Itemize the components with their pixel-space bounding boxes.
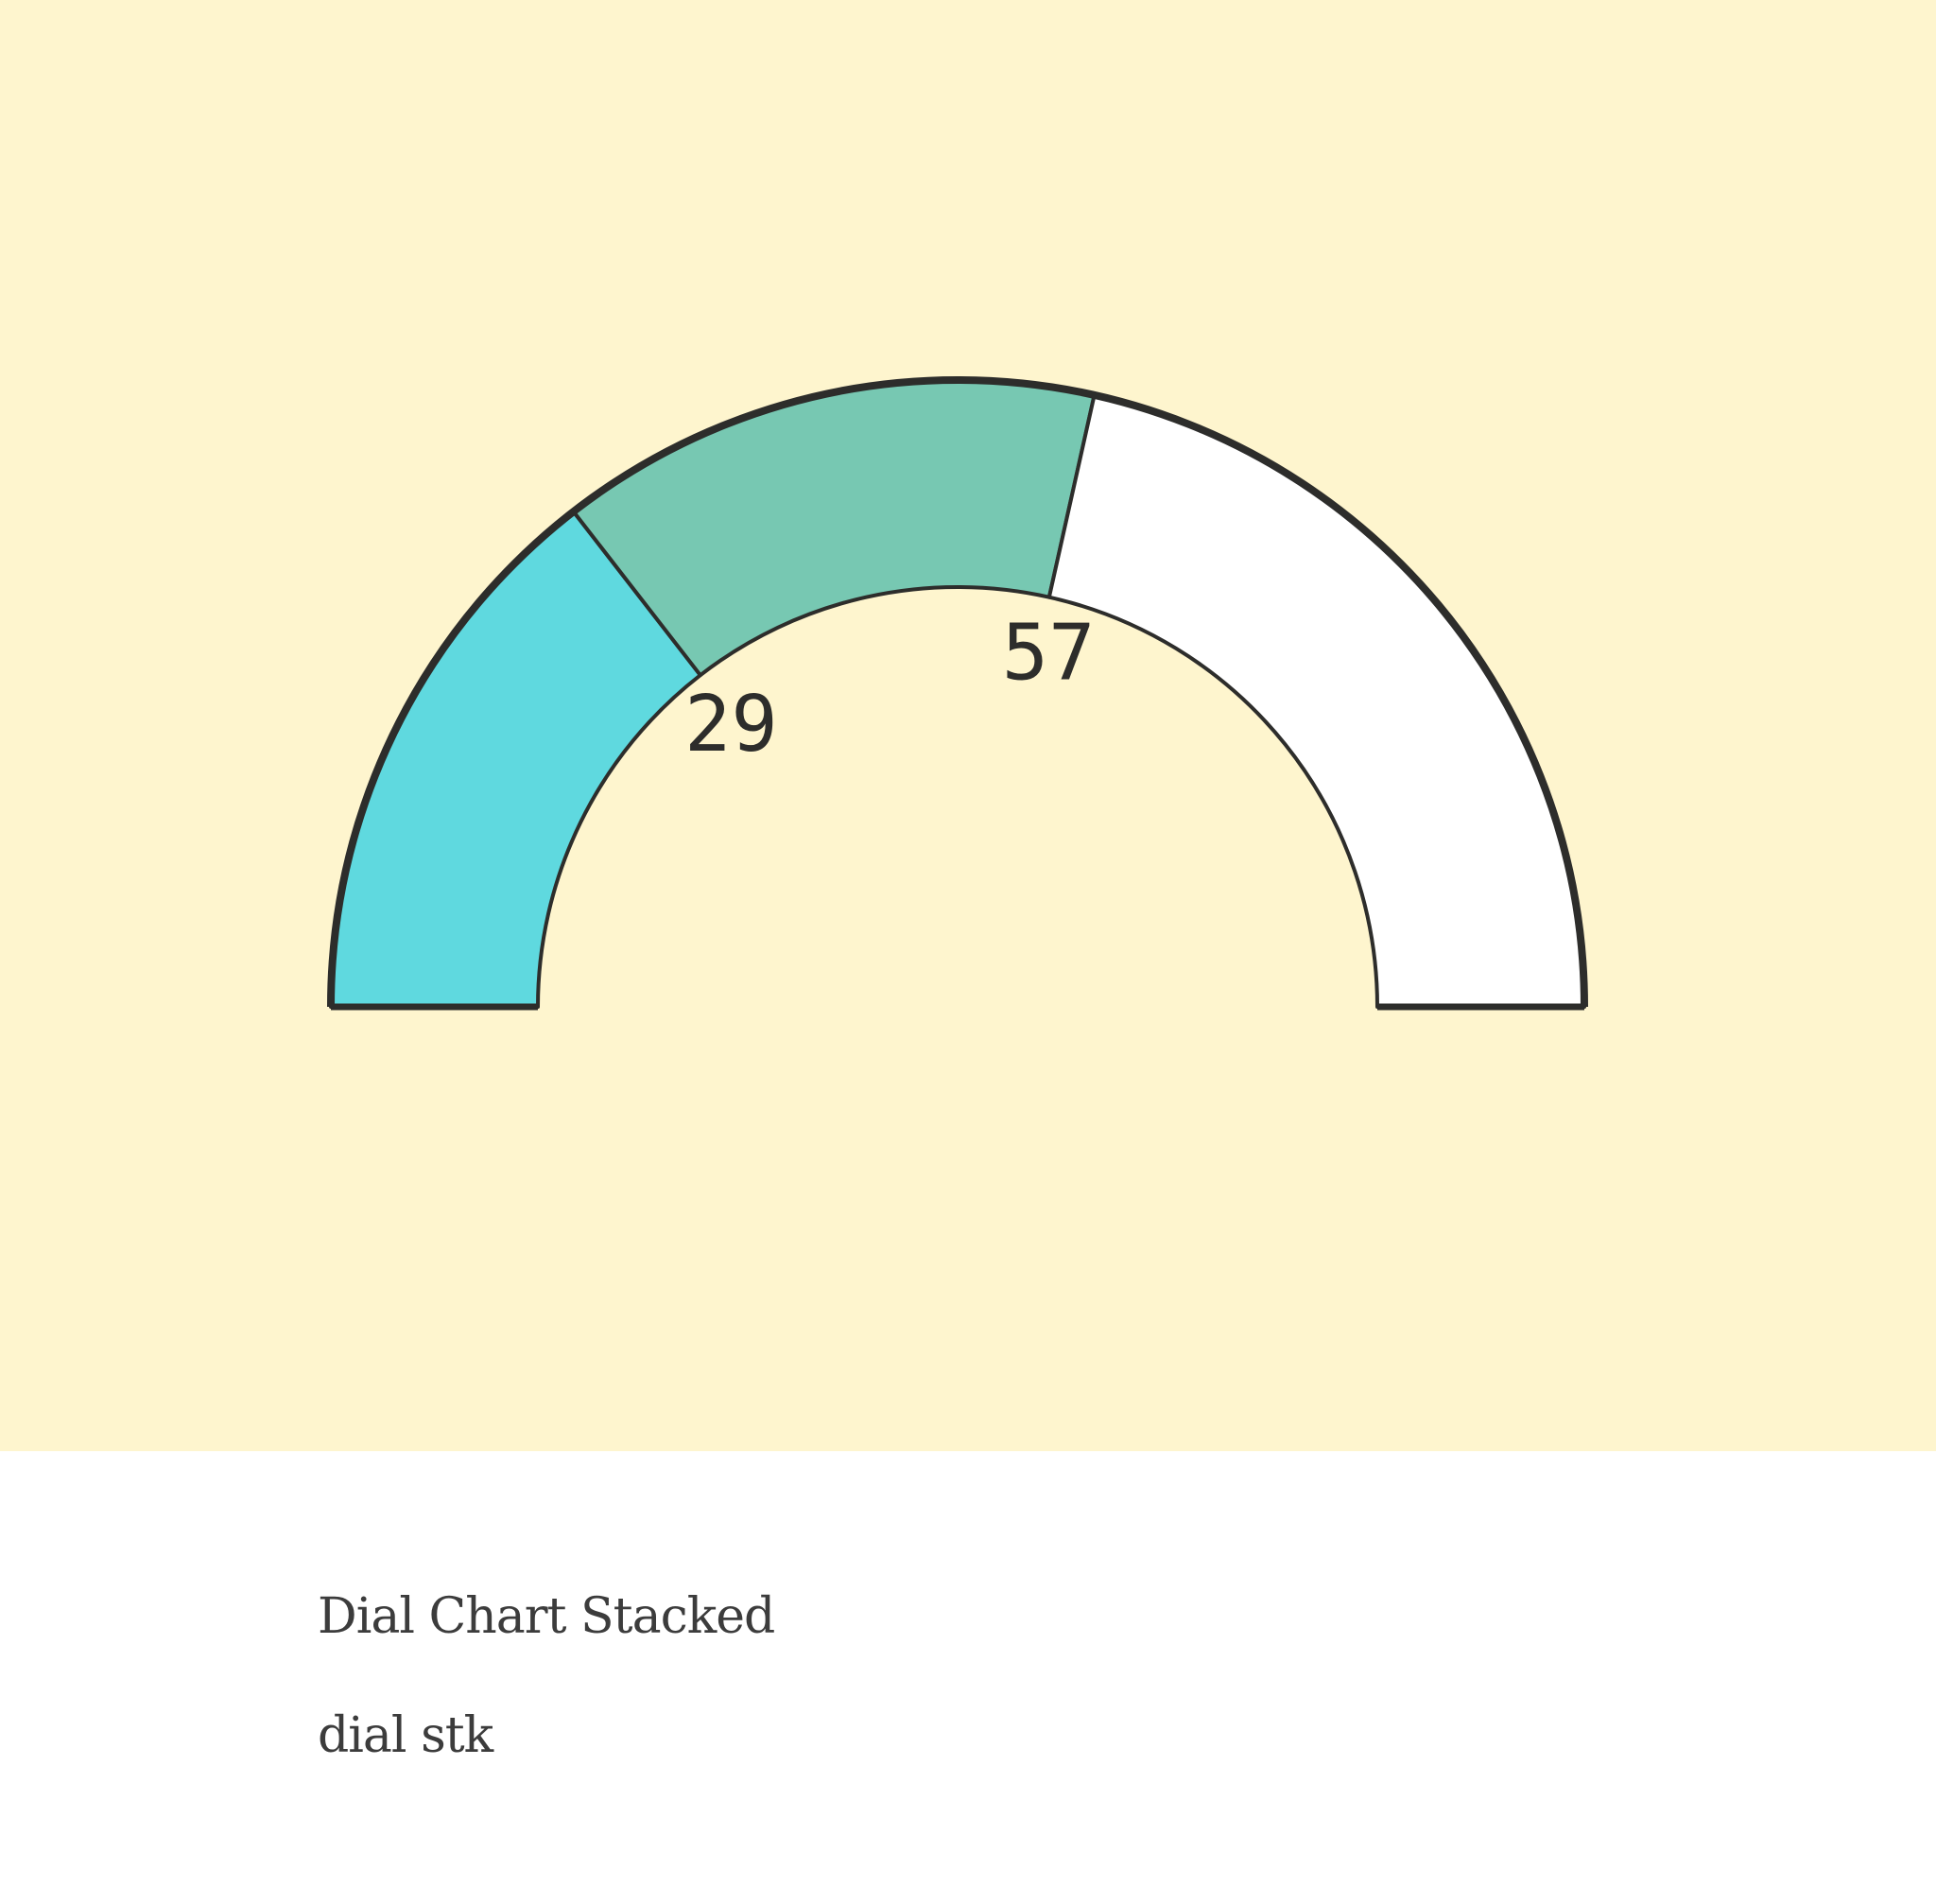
dial-segments: [327, 376, 1588, 1011]
tick-label-57: 57: [1002, 609, 1096, 699]
tick-label-29: 29: [684, 680, 778, 770]
dial-tick-labels: 29 57: [684, 609, 1095, 770]
dial-outer-outline: [327, 376, 1588, 1008]
chart-area: 29 57: [0, 0, 1936, 1451]
dial-chart: 29 57: [327, 376, 1588, 1011]
chart-subtitle: dial stk: [318, 1707, 493, 1764]
chart-title: Dial Chart Stacked: [318, 1588, 775, 1645]
caption-panel: [0, 1451, 1936, 1904]
